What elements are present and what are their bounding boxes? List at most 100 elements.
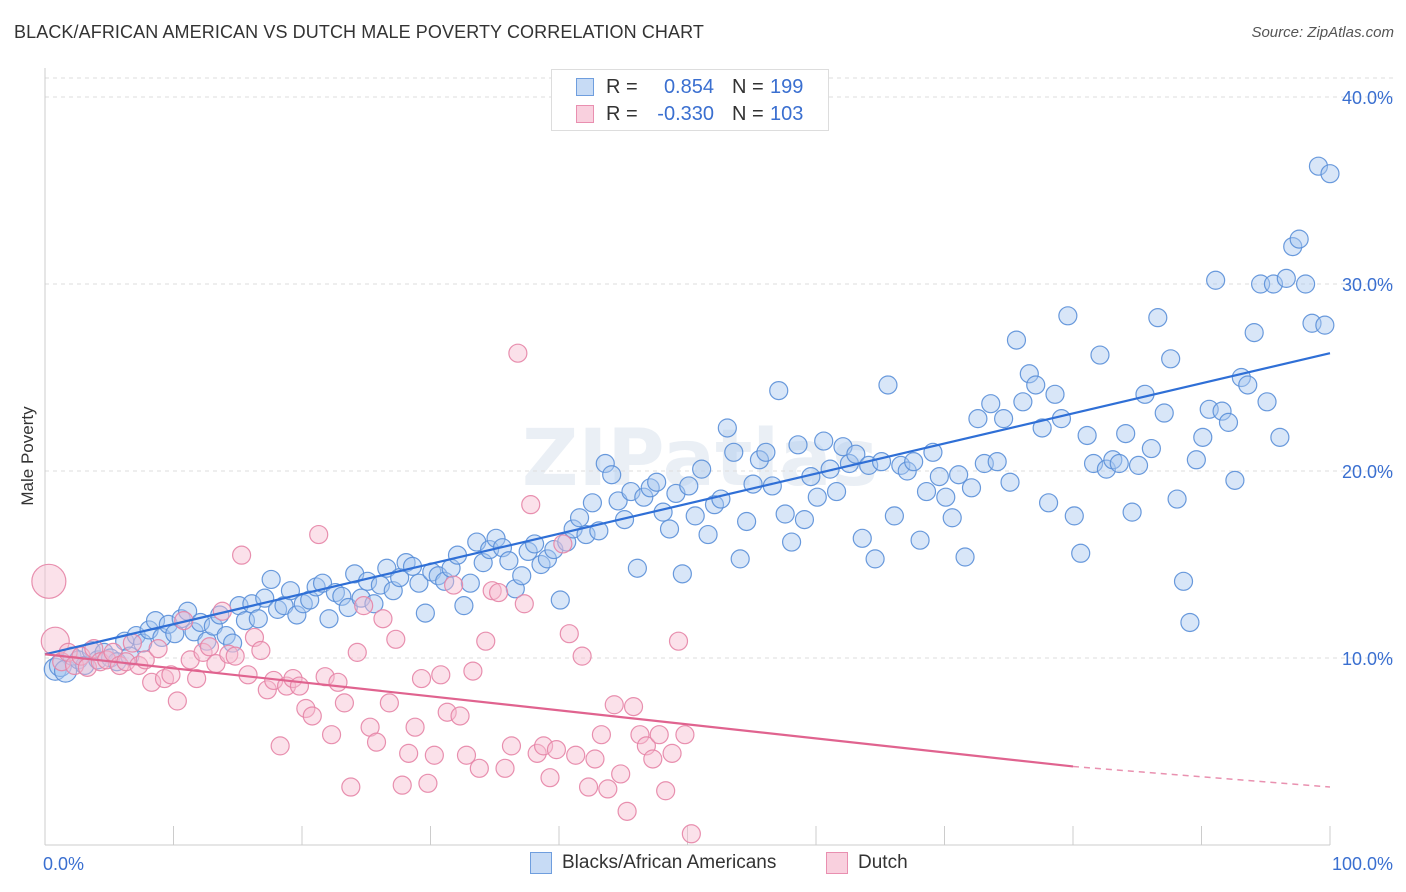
blacks-point bbox=[634, 487, 654, 507]
blacks-point bbox=[1064, 506, 1084, 526]
correlation-legend: R = 0.854 N = 199 R = -0.330 N = 103 bbox=[551, 69, 829, 131]
dutch-point bbox=[469, 758, 489, 778]
legend-row-blacks: R = 0.854 N = 199 bbox=[576, 75, 803, 99]
dutch-point bbox=[399, 743, 419, 763]
dutch-point bbox=[604, 695, 624, 715]
blacks-point bbox=[711, 489, 731, 509]
blacks-point bbox=[987, 452, 1007, 472]
blacks-point bbox=[949, 465, 969, 485]
blacks-point bbox=[576, 524, 596, 545]
blacks-point bbox=[537, 549, 558, 569]
blacks-point bbox=[936, 487, 956, 507]
x-tick-label: 0.0% bbox=[43, 854, 84, 874]
chart-title: BLACK/AFRICAN AMERICAN VS DUTCH MALE POV… bbox=[14, 22, 704, 42]
x-tick-label: 100.0% bbox=[1332, 854, 1393, 874]
blacks-point bbox=[1000, 472, 1020, 492]
blacks-point bbox=[692, 459, 712, 479]
blacks-point bbox=[1257, 392, 1277, 412]
blacks-point bbox=[1013, 392, 1033, 412]
blacks-point bbox=[1045, 384, 1065, 404]
dutch-point bbox=[559, 624, 579, 644]
blacks-point bbox=[653, 502, 673, 522]
blacks-point bbox=[1238, 375, 1258, 395]
dutch-point bbox=[450, 706, 470, 726]
dutch-point bbox=[656, 781, 676, 801]
dutch-point bbox=[630, 725, 650, 745]
blacks-point bbox=[871, 452, 892, 472]
blacks-point bbox=[685, 506, 705, 526]
blacks-point bbox=[955, 547, 975, 567]
blacks-point bbox=[865, 549, 885, 569]
blacks-point bbox=[1038, 493, 1059, 513]
blacks-point bbox=[1308, 156, 1329, 176]
blacks-point bbox=[287, 605, 307, 625]
blacks-point bbox=[897, 461, 917, 481]
dutch-point bbox=[463, 661, 483, 681]
dutch-point bbox=[527, 743, 547, 763]
dutch-point bbox=[662, 743, 682, 763]
dutch-point bbox=[495, 758, 515, 778]
blacks-point bbox=[1019, 364, 1039, 384]
blacks-point bbox=[1109, 453, 1129, 474]
dutch-point bbox=[533, 736, 554, 756]
blacks-point bbox=[569, 508, 590, 528]
legend-swatch-pink-icon bbox=[576, 105, 594, 123]
dutch-point bbox=[617, 801, 637, 821]
blacks-point bbox=[409, 573, 429, 593]
blacks-point bbox=[550, 590, 570, 610]
blacks-point bbox=[942, 508, 962, 528]
dutch-point bbox=[270, 736, 290, 756]
dutch-point bbox=[643, 749, 663, 769]
y-tick-label: 20.0% bbox=[1342, 462, 1393, 482]
blacks-point bbox=[717, 418, 737, 438]
blacks-point bbox=[1283, 237, 1303, 257]
blacks-point bbox=[994, 409, 1014, 429]
dutch-point bbox=[251, 640, 271, 661]
blacks-point bbox=[724, 442, 744, 462]
blacks-point bbox=[486, 528, 506, 548]
legend-r-label: R = bbox=[606, 75, 638, 98]
blacks-point bbox=[788, 435, 808, 455]
blacks-point bbox=[595, 453, 615, 474]
blacks-point bbox=[582, 493, 603, 513]
dutch-point bbox=[392, 775, 412, 795]
watermark: ZIPatlas bbox=[522, 414, 878, 504]
dutch-point bbox=[341, 777, 361, 797]
blacks-point bbox=[1090, 345, 1110, 365]
blacks-point bbox=[415, 603, 435, 623]
blacks-point bbox=[961, 478, 982, 498]
blacks-point bbox=[518, 541, 538, 562]
blacks-point bbox=[1289, 229, 1309, 249]
dutch-point bbox=[328, 672, 348, 692]
blacks-point bbox=[749, 450, 770, 470]
blacks-point bbox=[608, 491, 628, 511]
dutch-point bbox=[585, 749, 605, 769]
dutch-point bbox=[444, 575, 464, 595]
blacks-point bbox=[814, 431, 834, 451]
blacks-point bbox=[261, 569, 281, 590]
blacks-point bbox=[730, 549, 750, 569]
dutch-point bbox=[142, 672, 162, 692]
dutch-point bbox=[623, 697, 644, 717]
dutch-point bbox=[591, 725, 612, 745]
dutch-point bbox=[540, 768, 560, 788]
blacks-point bbox=[659, 519, 680, 539]
blacks-point bbox=[1116, 424, 1136, 444]
blacks-point bbox=[627, 558, 647, 578]
blacks-point bbox=[338, 597, 358, 618]
dutch-point bbox=[514, 594, 534, 614]
dutch-point bbox=[148, 639, 168, 659]
legend-r-value: -0.330 bbox=[657, 102, 714, 125]
dutch-point bbox=[681, 824, 701, 844]
dutch-point bbox=[611, 764, 631, 784]
blacks-point bbox=[248, 609, 268, 629]
dutch-point bbox=[161, 665, 181, 685]
blacks-point bbox=[216, 625, 236, 646]
dutch-point bbox=[405, 717, 425, 737]
blacks-point bbox=[769, 380, 789, 401]
blacks-point bbox=[1148, 308, 1168, 328]
dutch-point bbox=[411, 668, 432, 689]
dutch-point bbox=[199, 637, 220, 657]
dutch-point bbox=[553, 534, 573, 554]
y-tick-label: 40.0% bbox=[1342, 88, 1393, 108]
